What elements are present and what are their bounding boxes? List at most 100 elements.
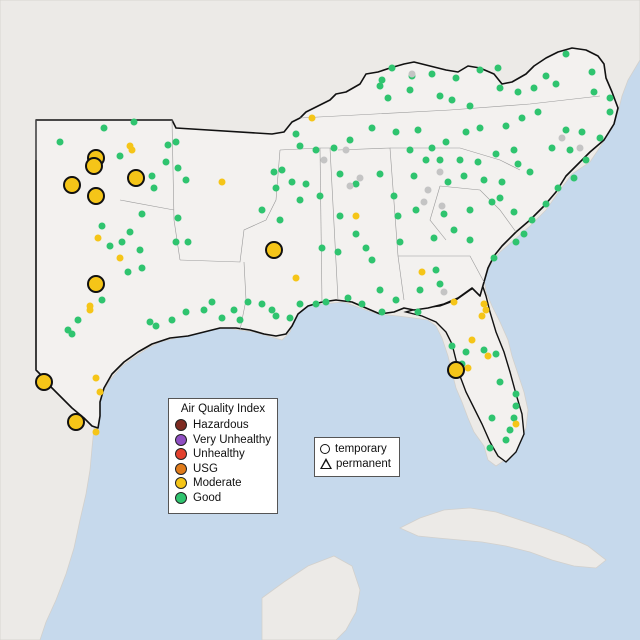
- monitor-good[interactable]: [492, 350, 500, 358]
- monitor-good[interactable]: [488, 414, 496, 422]
- monitor-good[interactable]: [436, 92, 444, 100]
- monitor-good[interactable]: [510, 208, 518, 216]
- monitor-good[interactable]: [378, 308, 386, 316]
- monitor-good[interactable]: [502, 122, 510, 130]
- temporary-monitor-moderate[interactable]: [85, 157, 103, 175]
- monitor-good[interactable]: [528, 216, 536, 224]
- monitor-good[interactable]: [442, 138, 450, 146]
- monitor-good[interactable]: [444, 178, 452, 186]
- monitor-good[interactable]: [520, 230, 528, 238]
- monitor-good[interactable]: [272, 184, 280, 192]
- monitor-good[interactable]: [488, 198, 496, 206]
- monitor-good[interactable]: [302, 180, 310, 188]
- monitor-good[interactable]: [406, 86, 414, 94]
- monitor-good[interactable]: [492, 150, 500, 158]
- monitor-good[interactable]: [182, 308, 190, 316]
- monitor-good[interactable]: [562, 50, 570, 58]
- monitor-good[interactable]: [344, 294, 352, 302]
- monitor-good[interactable]: [208, 298, 216, 306]
- monitor-good[interactable]: [526, 168, 534, 176]
- monitor-good[interactable]: [362, 244, 370, 252]
- monitor-good[interactable]: [130, 118, 138, 126]
- monitor-good[interactable]: [412, 206, 420, 214]
- monitor-no-data[interactable]: [424, 186, 432, 194]
- monitor-good[interactable]: [512, 238, 520, 246]
- monitor-good[interactable]: [456, 156, 464, 164]
- monitor-moderate[interactable]: [116, 254, 124, 262]
- monitor-moderate[interactable]: [450, 298, 458, 306]
- temporary-monitor-moderate[interactable]: [127, 169, 145, 187]
- monitor-good[interactable]: [542, 72, 550, 80]
- monitor-good[interactable]: [606, 108, 614, 116]
- monitor-good[interactable]: [394, 212, 402, 220]
- monitor-good[interactable]: [174, 164, 182, 172]
- monitor-good[interactable]: [148, 172, 156, 180]
- monitor-good[interactable]: [480, 346, 488, 354]
- monitor-good[interactable]: [352, 180, 360, 188]
- monitor-good[interactable]: [514, 160, 522, 168]
- monitor-good[interactable]: [606, 94, 614, 102]
- monitor-good[interactable]: [296, 196, 304, 204]
- monitor-good[interactable]: [562, 126, 570, 134]
- monitor-good[interactable]: [510, 414, 518, 422]
- monitor-good[interactable]: [124, 268, 132, 276]
- monitor-good[interactable]: [466, 206, 474, 214]
- monitor-good[interactable]: [368, 256, 376, 264]
- monitor-good[interactable]: [358, 300, 366, 308]
- monitor-moderate[interactable]: [464, 364, 472, 372]
- monitor-good[interactable]: [268, 306, 276, 314]
- monitor-moderate[interactable]: [218, 178, 226, 186]
- monitor-good[interactable]: [498, 178, 506, 186]
- monitor-good[interactable]: [316, 192, 324, 200]
- monitor-good[interactable]: [510, 146, 518, 154]
- monitor-good[interactable]: [410, 172, 418, 180]
- monitor-moderate[interactable]: [418, 268, 426, 276]
- monitor-good[interactable]: [566, 146, 574, 154]
- monitor-good[interactable]: [392, 296, 400, 304]
- monitor-good[interactable]: [512, 402, 520, 410]
- monitor-good[interactable]: [578, 128, 586, 136]
- monitor-no-data[interactable]: [408, 70, 416, 78]
- monitor-good[interactable]: [428, 70, 436, 78]
- monitor-moderate[interactable]: [92, 428, 100, 436]
- monitor-no-data[interactable]: [558, 134, 566, 142]
- monitor-no-data[interactable]: [438, 202, 446, 210]
- monitor-good[interactable]: [276, 216, 284, 224]
- monitor-good[interactable]: [466, 236, 474, 244]
- temporary-moderate-monitors[interactable]: [35, 149, 465, 431]
- monitor-moderate[interactable]: [478, 312, 486, 320]
- monitor-no-data[interactable]: [420, 198, 428, 206]
- monitor-good[interactable]: [512, 390, 520, 398]
- monitor-good[interactable]: [476, 124, 484, 132]
- monitor-no-data[interactable]: [320, 156, 328, 164]
- monitor-good[interactable]: [218, 314, 226, 322]
- monitor-good[interactable]: [236, 316, 244, 324]
- monitor-moderate[interactable]: [480, 300, 488, 308]
- monitor-moderate[interactable]: [352, 212, 360, 220]
- monitor-good[interactable]: [118, 238, 126, 246]
- monitor-good[interactable]: [312, 146, 320, 154]
- monitor-no-data[interactable]: [576, 144, 584, 152]
- monitor-good[interactable]: [474, 158, 482, 166]
- monitor-good[interactable]: [548, 144, 556, 152]
- monitor-good[interactable]: [496, 194, 504, 202]
- monitor-good[interactable]: [388, 64, 396, 72]
- monitor-good[interactable]: [416, 286, 424, 294]
- monitor-good[interactable]: [376, 82, 384, 90]
- temporary-monitor-moderate[interactable]: [35, 373, 53, 391]
- monitor-good[interactable]: [152, 322, 160, 330]
- monitor-good[interactable]: [590, 88, 598, 96]
- monitor-good[interactable]: [334, 248, 342, 256]
- monitor-moderate[interactable]: [128, 146, 136, 154]
- monitor-good[interactable]: [68, 330, 76, 338]
- monitor-good[interactable]: [448, 342, 456, 350]
- monitor-good[interactable]: [496, 84, 504, 92]
- monitor-good[interactable]: [138, 264, 146, 272]
- monitor-good[interactable]: [106, 242, 114, 250]
- monitor-good[interactable]: [452, 74, 460, 82]
- monitor-good[interactable]: [486, 444, 494, 452]
- monitor-good[interactable]: [496, 378, 504, 386]
- monitor-no-data[interactable]: [356, 174, 364, 182]
- monitor-good[interactable]: [502, 436, 510, 444]
- monitor-good[interactable]: [172, 138, 180, 146]
